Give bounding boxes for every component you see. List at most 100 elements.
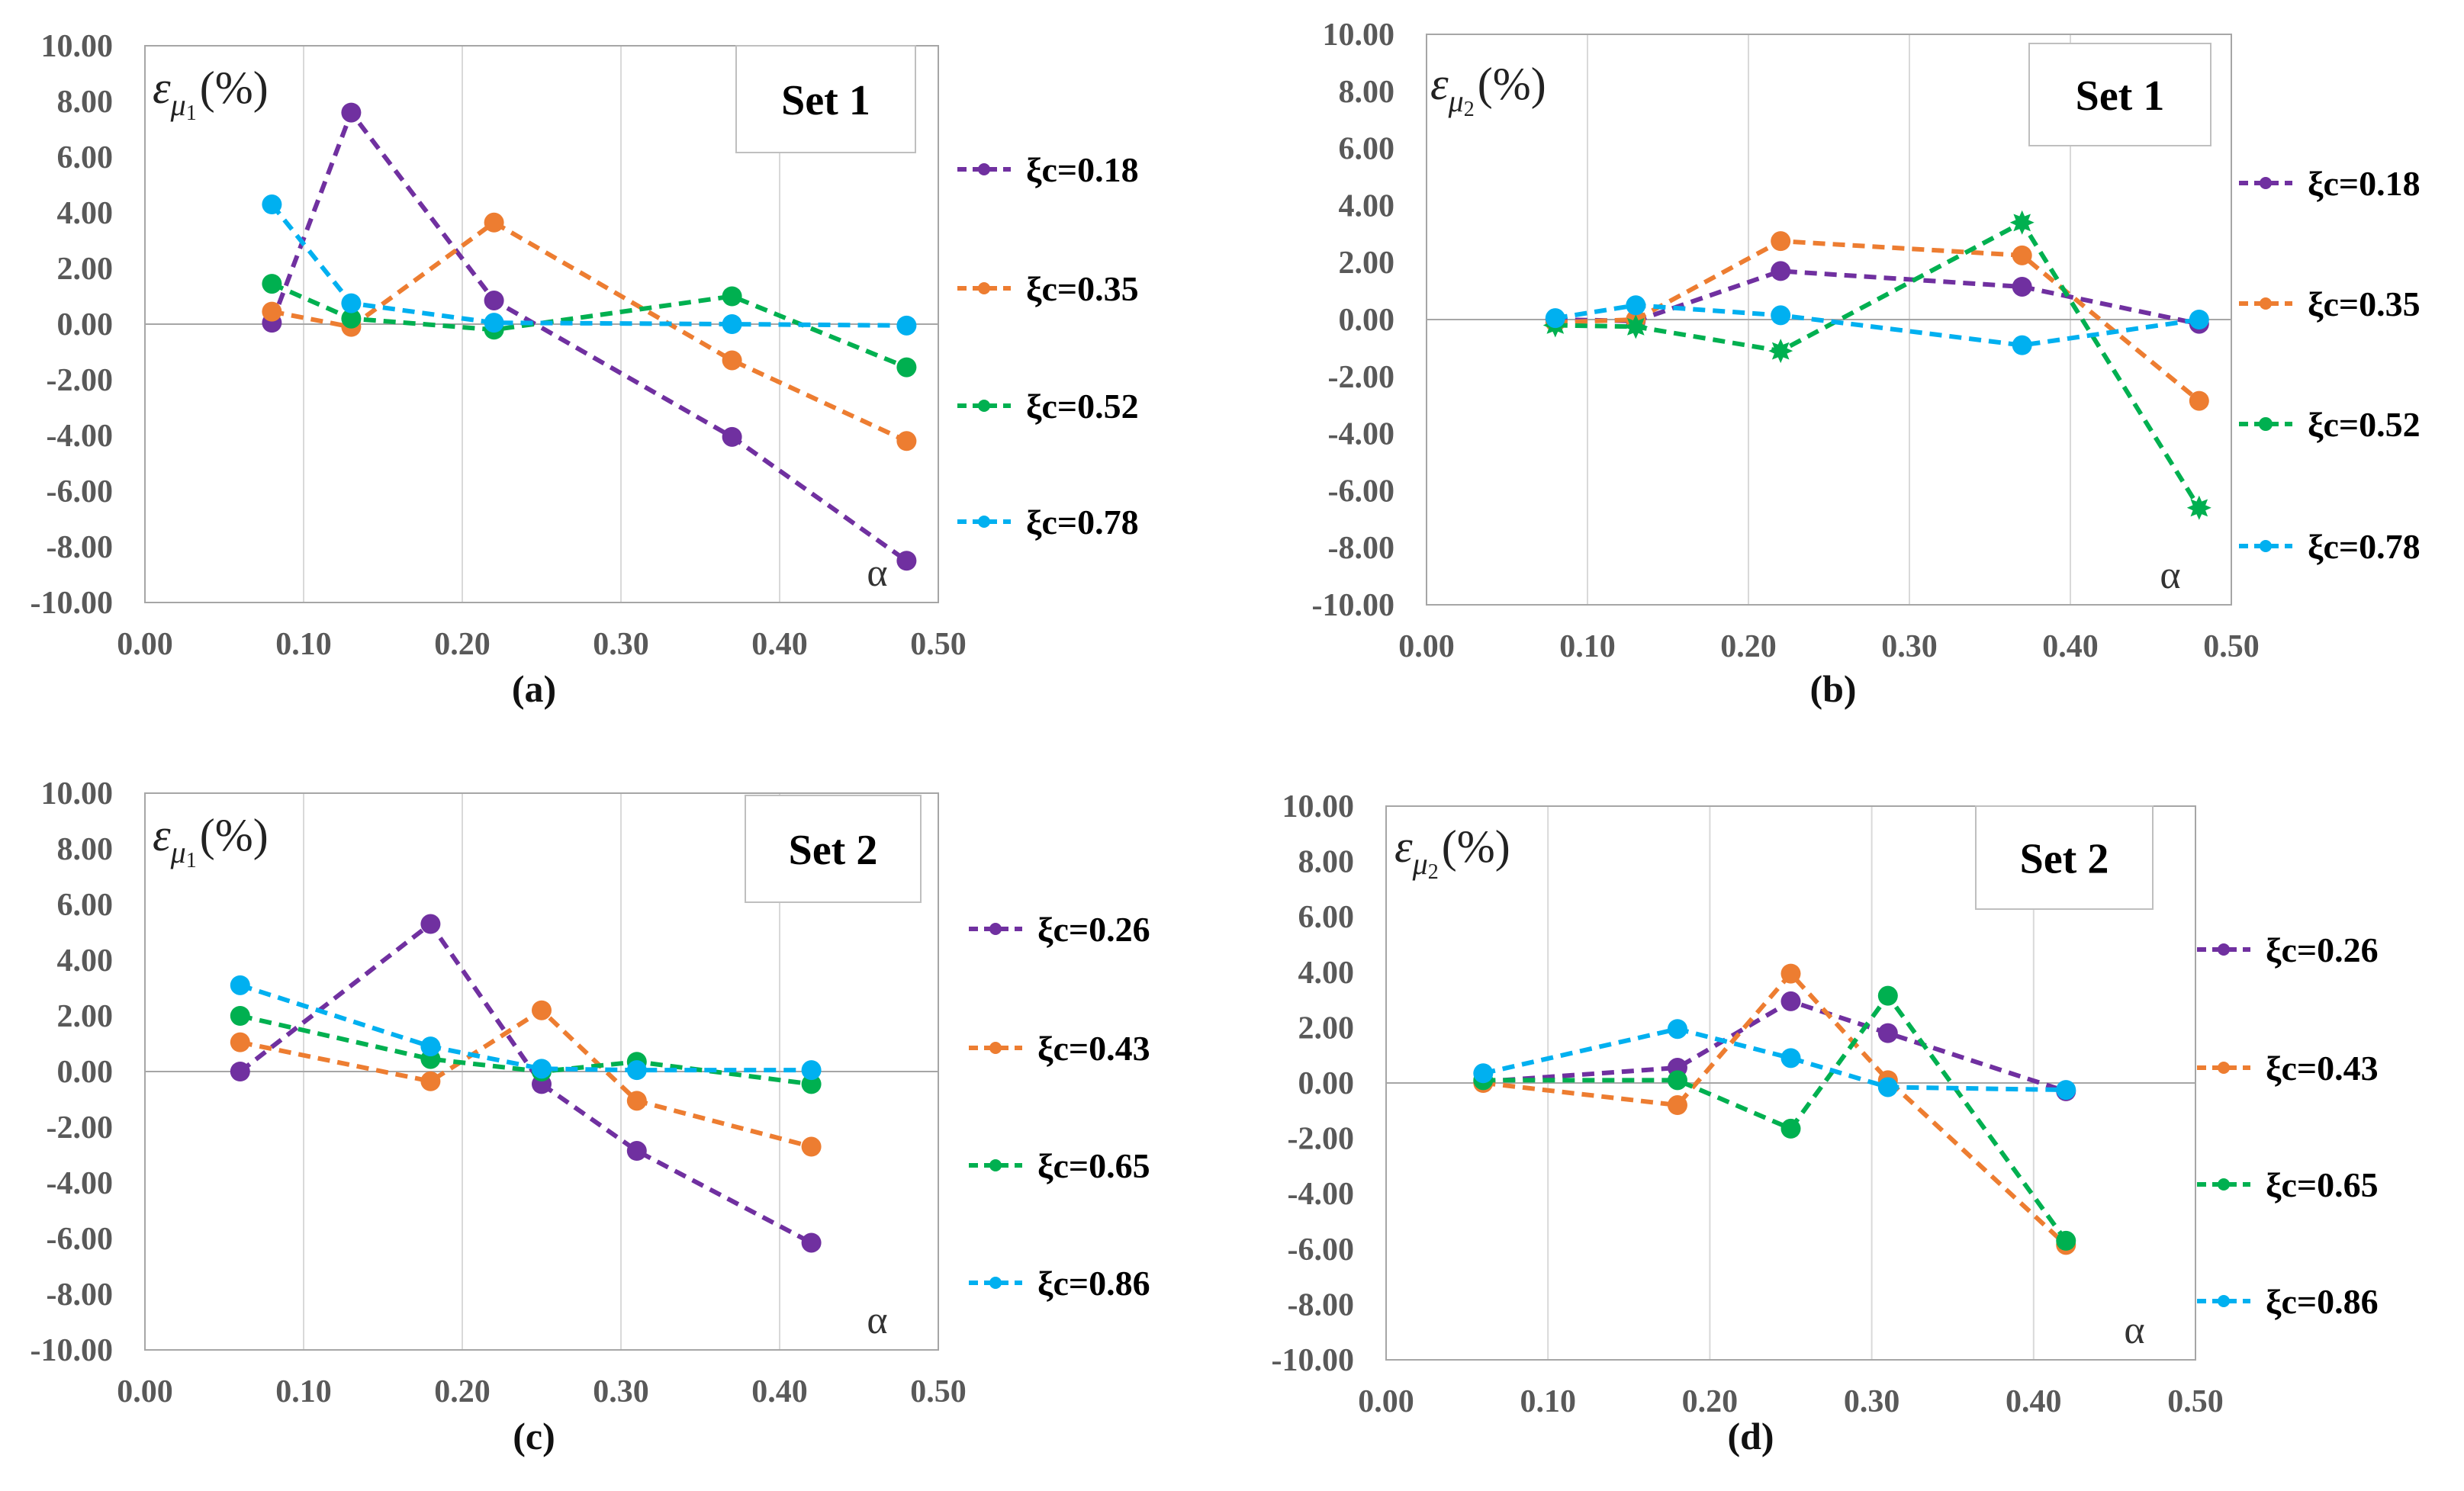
data-point [1877,985,1898,1006]
y-axis-title: εμ2(%) [1430,59,1546,121]
series-line [238,921,812,1245]
legend-label: ξc=0.86 [1037,1264,1150,1303]
set-label: Set 2 [2020,836,2109,883]
x-axis-title: α [2160,554,2180,597]
y-tick-label: 2.00 [57,999,114,1034]
y-axis-symbol: ε [1430,59,1449,109]
y-tick-label: 0.00 [57,307,114,342]
legend-marker [989,1042,1002,1054]
y-tick-label: 6.00 [1298,900,1355,935]
chart-panel-c: 10.008.006.004.002.000.00-2.00-4.00-6.00… [31,776,1150,1457]
series-line [271,220,908,444]
data-point [1545,308,1565,329]
x-tick-label: 0.30 [1844,1384,1900,1419]
chart-panel-d: 10.00 8.00 6.00 4.00 2.00 0.00 -2.00 -4.00 -6.00… [1272,789,2379,1457]
legend-marker [978,163,990,175]
series-2 [1542,210,2211,520]
legend-item: ξc=0.43 [969,1029,1150,1068]
y-tick-label: 6.00 [1339,132,1395,167]
legend-marker [989,1277,1002,1289]
data-point [1780,1048,1801,1068]
data-point [896,315,917,336]
y-tick-label: -4.00 [1288,1177,1355,1212]
legend-item: ξc=0.35 [2239,284,2421,323]
data-point [1667,1019,1687,1040]
y-axis-title: εμ2(%) [1394,821,1510,884]
panel-label: (c) [513,1415,555,1457]
y-tick-label: 4.00 [1339,188,1395,223]
legend-label: ξc=0.86 [2266,1282,2379,1321]
series-line [1555,268,2200,326]
data-point [1877,1077,1898,1097]
series-line [1482,970,2068,1247]
data-point [532,1000,552,1020]
x-tick-label: 0.30 [593,627,649,662]
legend-item: ξc=0.65 [2197,1165,2379,1204]
legend-item: ξc=0.35 [957,269,1139,308]
y-axis-subscript-index: 2 [1464,98,1475,121]
y-tick-label: 0.00 [1339,303,1395,338]
y-tick-label: -8.00 [1288,1287,1355,1322]
x-tick-label: 0.50 [910,1374,967,1409]
series-1 [1473,963,2076,1255]
set-label-box [2028,43,2211,146]
legend-label: ξc=0.18 [2308,164,2421,203]
y-axis-unit: (%) [200,810,269,860]
data-point [626,1060,647,1081]
x-axis-title: α [2124,1309,2144,1352]
data-point [341,308,362,329]
x-tick-label: 0.20 [434,1374,491,1409]
x-tick-label: 0.50 [910,627,967,662]
series-3 [1473,1019,2076,1101]
data-point [722,286,742,307]
legend-marker [2218,1295,2230,1307]
series-line [270,203,907,328]
data-point [484,212,504,233]
x-axis-title: α [867,1299,887,1342]
data-point [722,350,742,371]
y-tick-label: -8.00 [1328,531,1395,566]
y-tick-label: -4.00 [47,419,114,454]
legend-label: ξc=0.26 [1037,910,1150,949]
y-axis-subscript-index: 1 [186,101,197,125]
data-point [484,290,504,310]
data-point [420,914,441,934]
y-tick-label: -2.00 [1288,1122,1355,1157]
legend-marker [2218,943,2230,956]
series-1 [230,1000,822,1157]
data-point [1473,1063,1494,1084]
x-tick-label: 0.00 [1398,629,1455,664]
legend-label: ξc=0.43 [1037,1029,1150,1068]
data-point [262,274,282,294]
chart-panel-a: 10.008.006.004.002.000.00-2.00-4.00-6.00… [31,29,1139,710]
x-tick-label: 0.20 [1720,629,1777,664]
series-line [1482,1027,2067,1093]
y-axis-title: εμ1(%) [153,63,269,125]
data-point [420,1071,441,1091]
data-point [2186,495,2211,520]
set-label: Set 2 [789,827,878,874]
series-0 [230,914,822,1253]
data-point [230,1006,250,1026]
x-tick-label: 0.10 [1520,1384,1576,1419]
y-tick-label: -8.00 [47,530,114,565]
legend-label: ξc=0.65 [1037,1146,1150,1185]
legend-item: ξc=0.78 [2239,527,2421,566]
data-point [341,293,362,313]
y-axis-unit: (%) [1442,821,1510,872]
y-axis-unit: (%) [1478,59,1546,109]
set-label-box [1975,805,2154,910]
y-tick-label: 8.00 [1298,845,1355,880]
series-3 [1545,295,2209,355]
legend-marker [2260,297,2272,310]
data-point [801,1136,822,1157]
data-point [626,1091,647,1111]
data-point [2009,210,2035,235]
data-point [341,102,362,123]
series-0 [1473,991,2076,1101]
data-point [262,301,282,322]
x-tick-label: 0.30 [1881,629,1938,664]
legend-marker [978,400,990,412]
legend-item: ξc=0.78 [957,503,1139,541]
legend-item: ξc=0.86 [2197,1282,2379,1321]
